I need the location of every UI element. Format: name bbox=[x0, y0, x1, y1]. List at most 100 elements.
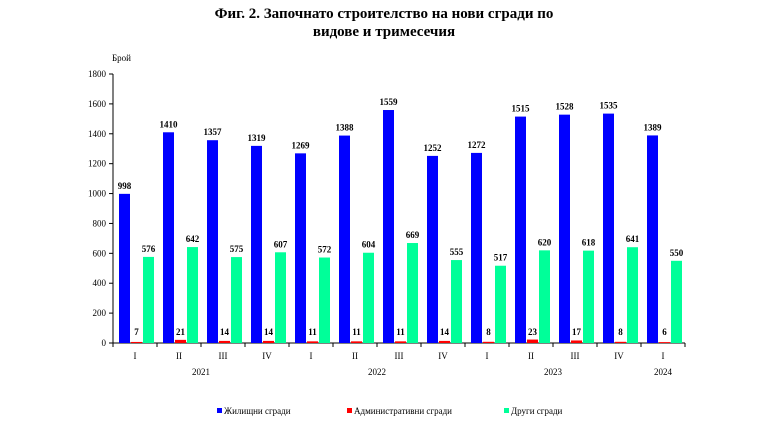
bar-2 bbox=[395, 341, 406, 343]
bar-3 bbox=[187, 247, 198, 343]
year-label: 2024 bbox=[654, 367, 673, 377]
data-label: 572 bbox=[318, 245, 332, 255]
bar-2 bbox=[351, 341, 362, 343]
bar-3 bbox=[319, 257, 330, 343]
bar-3 bbox=[275, 252, 286, 343]
bar-2 bbox=[175, 339, 186, 343]
data-label: 1559 bbox=[380, 97, 399, 107]
bar-2 bbox=[659, 342, 670, 343]
data-label: 1410 bbox=[160, 119, 179, 129]
data-label: 1515 bbox=[512, 104, 531, 114]
legend-label: Други сгради bbox=[511, 406, 563, 416]
data-label: 11 bbox=[352, 327, 361, 337]
data-label: 8 bbox=[486, 327, 491, 337]
y-tick-label: 1800 bbox=[88, 69, 107, 79]
bar-3 bbox=[583, 250, 594, 343]
legend-label: Жилищни сгради bbox=[224, 406, 291, 416]
bar-1 bbox=[647, 135, 658, 343]
y-tick-label: 200 bbox=[93, 308, 107, 318]
legend-label: Административни сгради bbox=[354, 406, 452, 416]
chart-title-line-2: видове и тримесечия bbox=[312, 24, 456, 40]
bar-1 bbox=[427, 155, 438, 343]
data-label: 1252 bbox=[424, 143, 443, 153]
bar-2 bbox=[263, 340, 274, 343]
year-label: 2023 bbox=[544, 367, 563, 377]
x-tick-label: IV bbox=[614, 351, 624, 361]
bar-2 bbox=[615, 341, 626, 343]
bar-3 bbox=[495, 265, 506, 343]
y-tick-label: 1400 bbox=[88, 129, 107, 139]
data-label: 620 bbox=[538, 237, 552, 247]
data-label: 998 bbox=[118, 181, 132, 191]
data-label: 23 bbox=[528, 327, 538, 337]
bar-1 bbox=[251, 145, 262, 343]
data-label: 1528 bbox=[556, 102, 575, 112]
bar-2 bbox=[439, 340, 450, 343]
year-label: 2022 bbox=[368, 367, 386, 377]
data-label: 21 bbox=[176, 327, 186, 337]
y-tick-label: 1000 bbox=[88, 189, 107, 199]
data-label: 1319 bbox=[248, 133, 267, 143]
data-label: 607 bbox=[274, 239, 288, 249]
y-tick-label: 400 bbox=[93, 278, 107, 288]
data-label: 1272 bbox=[468, 140, 487, 150]
x-tick-label: I bbox=[310, 351, 313, 361]
bar-1 bbox=[603, 113, 614, 343]
data-label: 14 bbox=[220, 327, 230, 337]
legend-swatch bbox=[217, 408, 222, 413]
data-label: 1535 bbox=[600, 101, 619, 111]
y-axis-label: Брой bbox=[112, 53, 131, 63]
bar-3 bbox=[627, 247, 638, 343]
data-label: 14 bbox=[440, 327, 450, 337]
bar-3 bbox=[671, 260, 682, 343]
bar-3 bbox=[407, 243, 418, 343]
bar-1 bbox=[559, 114, 570, 343]
bar-1 bbox=[295, 153, 306, 343]
y-tick-label: 0 bbox=[102, 338, 107, 348]
bar-1 bbox=[119, 193, 130, 343]
data-label: 555 bbox=[450, 247, 464, 257]
data-label: 641 bbox=[626, 234, 640, 244]
data-label: 1357 bbox=[204, 127, 223, 137]
x-tick-label: I bbox=[486, 351, 489, 361]
data-label: 11 bbox=[396, 327, 405, 337]
x-tick-label: II bbox=[176, 351, 182, 361]
x-tick-label: IV bbox=[438, 351, 448, 361]
bar-3 bbox=[231, 257, 242, 343]
bar-3 bbox=[363, 252, 374, 343]
data-label: 642 bbox=[186, 234, 200, 244]
data-label: 517 bbox=[494, 253, 508, 263]
bar-1 bbox=[383, 110, 394, 343]
data-label: 11 bbox=[308, 327, 317, 337]
bar-1 bbox=[471, 152, 482, 343]
data-label: 575 bbox=[230, 244, 244, 254]
x-tick-label: III bbox=[571, 351, 580, 361]
legend-swatch bbox=[504, 408, 509, 413]
bar-3 bbox=[143, 256, 154, 343]
data-label: 576 bbox=[142, 244, 156, 254]
data-label: 8 bbox=[618, 327, 623, 337]
bar-1 bbox=[515, 116, 526, 343]
data-label: 604 bbox=[362, 240, 376, 250]
year-label: 2021 bbox=[192, 367, 210, 377]
x-tick-label: II bbox=[528, 351, 534, 361]
chart-title-line-1: Фиг. 2. Започнато строителство на нови с… bbox=[214, 6, 554, 22]
bar-2 bbox=[307, 341, 318, 343]
bar-1 bbox=[207, 140, 218, 343]
x-tick-label: IV bbox=[262, 351, 272, 361]
y-tick-label: 1600 bbox=[88, 99, 107, 109]
bar-2 bbox=[483, 341, 494, 343]
data-label: 1388 bbox=[336, 123, 355, 133]
y-tick-label: 1200 bbox=[88, 159, 107, 169]
data-label: 618 bbox=[582, 238, 596, 248]
bar-2 bbox=[571, 340, 582, 343]
data-label: 7 bbox=[134, 327, 139, 337]
data-label: 669 bbox=[406, 230, 420, 240]
bar-2 bbox=[527, 339, 538, 343]
bar-2 bbox=[219, 340, 230, 343]
data-label: 14 bbox=[264, 327, 274, 337]
x-tick-label: III bbox=[219, 351, 228, 361]
x-tick-label: II bbox=[352, 351, 358, 361]
